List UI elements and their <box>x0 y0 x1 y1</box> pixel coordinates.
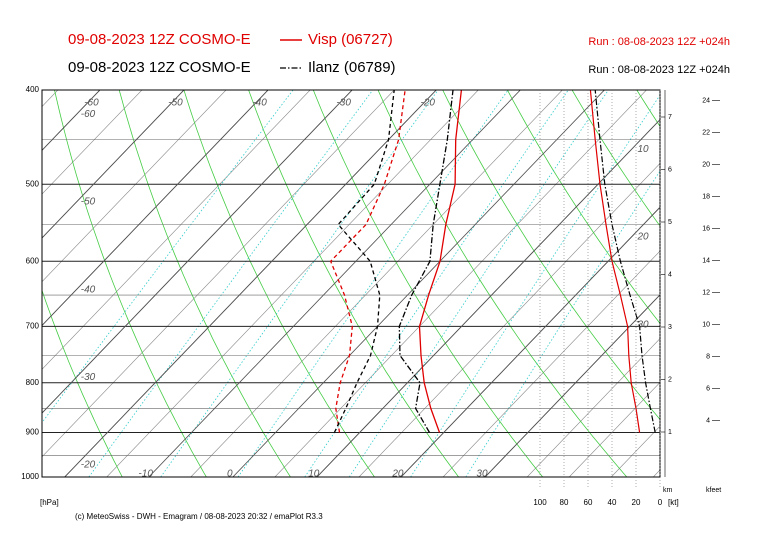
y-axis-label: [hPa] <box>40 498 59 507</box>
plot-frame <box>41 89 661 478</box>
isotherm-grid <box>42 90 353 414</box>
wind-tick-label: 20 <box>632 498 641 507</box>
y-tick-label: 1000 <box>21 472 39 481</box>
kfeet-axis-label: kfeet <box>706 487 721 494</box>
isotherm-label: 0 <box>227 469 233 480</box>
km-tick-label: 3 <box>668 324 672 331</box>
model-title: 09-08-2023 12Z COSMO-E <box>68 31 251 48</box>
isotherm <box>42 90 143 195</box>
isotherm <box>526 338 660 477</box>
kfeet-tick-label: 16 <box>702 225 710 232</box>
kfeet-tick-label: 20 <box>702 161 710 168</box>
isotherm-label: -10 <box>138 469 153 480</box>
wind-speed-profile <box>594 90 656 433</box>
y-tick-label: 800 <box>26 378 40 387</box>
kfeet-tick-label: 18 <box>702 193 710 200</box>
footer: (c) MeteoSwiss - DWH - Emagram / 08-08-2… <box>75 512 323 521</box>
wind-tick-label: 80 <box>560 498 569 507</box>
isotherm-label: 20 <box>391 469 404 480</box>
isotherm-label: 10 <box>637 144 649 155</box>
km-tick-label: 1 <box>668 429 672 436</box>
isotherm <box>442 250 660 477</box>
kfeet-tick-label: 24 <box>702 97 710 104</box>
legend-entry: Visp (06727) <box>308 31 393 48</box>
isotherm-label: -20 <box>421 98 436 109</box>
isotherm-grid <box>148 90 521 477</box>
isotherm-label: -50 <box>168 98 183 109</box>
isotherm <box>358 163 660 477</box>
wind-tick-label: 60 <box>584 498 593 507</box>
wind-tick-label: 100 <box>533 498 547 507</box>
run-info: Run : 08-08-2023 12Z +024h <box>588 36 730 48</box>
kfeet-tick-label: 12 <box>702 289 710 296</box>
isotherm-grid <box>316 119 660 477</box>
wind-speed-profile <box>589 90 641 433</box>
kfeet-tick-label: 10 <box>702 321 710 328</box>
model-title: 09-08-2023 12Z COSMO-E <box>68 59 251 76</box>
temperature-profile <box>398 90 454 433</box>
km-axis-label: km <box>663 487 673 494</box>
kfeet-tick-label: 14 <box>702 257 710 264</box>
isotherm-label: -40 <box>81 284 96 295</box>
isotherm-label: 30 <box>637 319 649 330</box>
isotherm-label: -40 <box>252 98 267 109</box>
isotherm <box>190 90 563 477</box>
isotherm-label: -20 <box>81 459 96 470</box>
run-info: Run : 08-08-2023 12Z +024h <box>588 64 730 76</box>
isotherm <box>42 90 227 283</box>
background-grid <box>42 90 660 477</box>
y-tick-label: 600 <box>26 256 40 265</box>
y-tick-label: 400 <box>26 85 40 94</box>
kfeet-tick-label: 6 <box>706 385 710 392</box>
isotherm-grid <box>42 90 185 239</box>
km-tick-label: 2 <box>668 376 672 383</box>
profiles <box>329 90 656 433</box>
isotherm-grid <box>64 90 437 477</box>
y-tick-label: 500 <box>26 179 40 188</box>
isotherm-grid <box>484 294 660 477</box>
kfeet-tick-label: 22 <box>702 129 710 136</box>
isotherm <box>274 90 647 477</box>
isotherm-label: -50 <box>81 197 96 208</box>
wind-tick-label: 40 <box>608 498 617 507</box>
legend-entry: Ilanz (06789) <box>308 59 396 76</box>
isotherm <box>42 90 395 458</box>
km-tick-label: 5 <box>668 219 672 226</box>
isotherm-label: 10 <box>308 469 320 480</box>
isotherm-grid <box>400 206 660 477</box>
kfeet-tick-label: 4 <box>706 417 710 424</box>
dewpoint-profile <box>333 90 395 433</box>
km-tick-label: 7 <box>668 114 672 121</box>
km-tick-label: 4 <box>668 271 672 278</box>
y-tick-label: 900 <box>26 428 40 437</box>
isotherm-label: 30 <box>476 469 488 480</box>
isotherm-label: -60 <box>84 98 99 109</box>
dewpoint-profile <box>329 90 406 433</box>
isotherm-label: -30 <box>336 98 351 109</box>
isotherm <box>106 90 479 477</box>
y-tick-label: 700 <box>26 321 40 330</box>
km-tick-label: 6 <box>668 166 672 173</box>
isotherm <box>568 381 660 477</box>
isotherm-label: -30 <box>81 372 96 383</box>
isotherm-grid <box>42 90 269 327</box>
kfeet-tick-label: 8 <box>706 353 710 360</box>
wind-axis-label: [kt] <box>668 498 679 507</box>
isotherm-label: -60 <box>81 109 96 120</box>
isotherm <box>42 90 311 370</box>
temperature-profile <box>418 90 463 433</box>
wind-tick-label: 0 <box>658 498 663 507</box>
isotherm-label: 20 <box>636 232 649 243</box>
